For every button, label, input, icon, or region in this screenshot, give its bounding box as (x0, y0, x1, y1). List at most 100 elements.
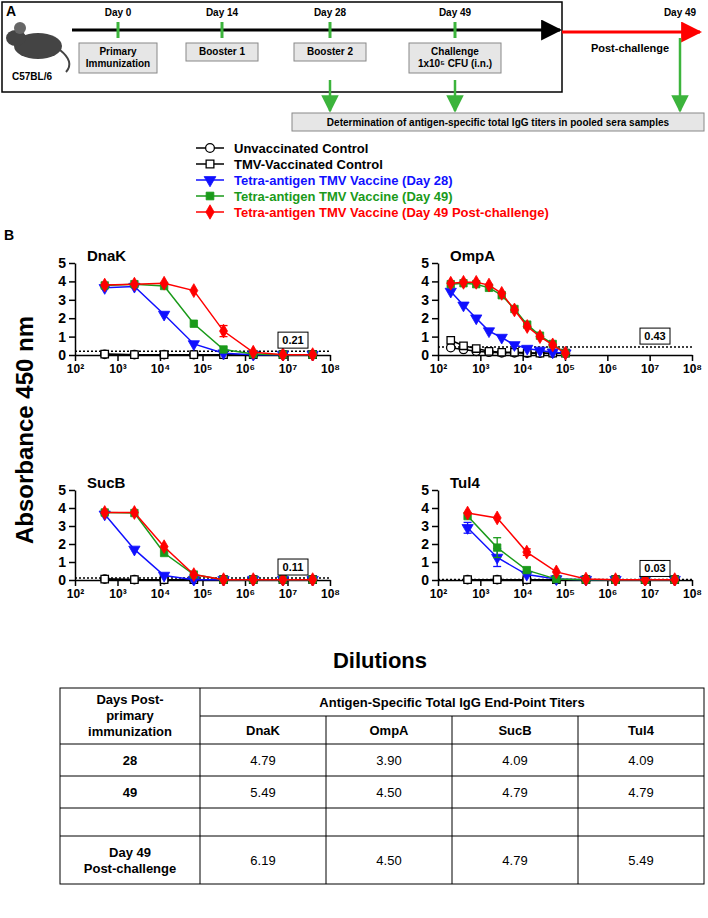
event-label: Challenge (431, 46, 479, 57)
data-point (101, 506, 109, 520)
chart-title: DnaK (87, 247, 126, 264)
series-line (105, 283, 313, 354)
y-tick: 3 (58, 292, 75, 308)
data-point (447, 276, 455, 290)
tick-label: 10⁶ (598, 362, 617, 376)
figure: AC57BL/6Day 0PrimaryImmunizationDay 14Bo… (0, 0, 708, 918)
tick-label: 4 (58, 273, 66, 289)
table-cell: 4.79 (502, 785, 527, 800)
data-point (523, 320, 531, 334)
table-rule (60, 776, 704, 777)
day-label: Day 49 (664, 7, 697, 18)
tick-mark (432, 526, 438, 528)
data-point (101, 278, 109, 292)
data-point (249, 573, 257, 586)
data-point (493, 544, 500, 551)
chart: 10²10³10⁴10⁵10⁶10⁷10⁸012345OmpA0.43 (421, 247, 702, 376)
y-tick: 0 (421, 572, 438, 588)
cutoff-box (278, 559, 308, 575)
tick-label: 10⁵ (194, 362, 213, 376)
tick-label: 0 (58, 347, 66, 363)
series (101, 509, 316, 584)
tick-label: 10² (67, 362, 84, 376)
tick-mark (69, 300, 75, 302)
data-point (130, 575, 138, 583)
y-axis: 012345 (421, 255, 438, 363)
table-cell: 4.79 (628, 785, 653, 800)
data-point (190, 351, 197, 358)
y-tick: 1 (58, 329, 75, 345)
mouse-icon (6, 22, 69, 72)
data-point (523, 545, 531, 559)
tick-label: 3 (421, 518, 429, 534)
data-point (472, 275, 480, 289)
y-tick: 0 (58, 572, 75, 588)
data-point (462, 525, 473, 535)
x-tick: 10² (430, 580, 447, 601)
data-point (130, 277, 138, 291)
data-point (220, 573, 228, 586)
data-point (160, 350, 168, 358)
y-tick: 1 (421, 329, 438, 345)
data-point (160, 276, 168, 290)
series (447, 275, 570, 360)
tick-mark (69, 336, 75, 338)
axis-line (75, 491, 77, 581)
legend-item: Tetra-antigen TMV Vaccine (Day 49 Post-c… (196, 205, 549, 220)
row-label: 28 (123, 753, 137, 768)
table-cell: 5.49 (628, 853, 653, 868)
legend-marker (206, 205, 214, 219)
tick-label: 10⁸ (321, 587, 340, 601)
axis-line (438, 264, 440, 356)
x-tick: 10⁴ (514, 355, 533, 376)
event-box (294, 43, 366, 61)
legend-marker (206, 160, 214, 168)
data-point (509, 342, 520, 352)
table-cell: 4.09 (502, 753, 527, 768)
data-point (309, 348, 317, 361)
y-tick: 4 (421, 273, 438, 289)
tick-label: 10⁷ (641, 587, 659, 601)
data-point (534, 347, 545, 357)
y-tick: 2 (421, 536, 438, 552)
tick-mark (607, 580, 609, 586)
table-header: SucB (498, 723, 531, 738)
tick-label: 2 (421, 536, 429, 552)
timeline-arrow (72, 29, 560, 32)
data-point (464, 576, 471, 583)
x-tick: 10² (67, 355, 84, 376)
table: Days Post-primaryimmunizationAntigen-Spe… (60, 688, 704, 884)
y-tick: 3 (421, 518, 438, 534)
x-tick: 10⁸ (321, 580, 340, 601)
series (99, 511, 318, 586)
plot-area (75, 276, 330, 361)
event-label: Immunization (86, 58, 150, 69)
axis-line (438, 491, 440, 581)
chart: 10²10³10⁴10⁵10⁶10⁷10⁸012345Tul40.03 (421, 474, 702, 601)
tick-mark (117, 355, 119, 361)
data-point (460, 275, 468, 289)
y-tick: 4 (58, 273, 75, 289)
series (447, 280, 569, 357)
data-point (523, 566, 530, 573)
cutoff-label: 0.03 (644, 562, 665, 574)
series-line (105, 513, 313, 580)
table-cell: 4.50 (376, 785, 401, 800)
day-tick (454, 22, 457, 38)
tick-label: 4 (421, 500, 429, 516)
legend: Unvaccinated ControlTMV-Vaccinated Contr… (196, 141, 549, 220)
tick-label: 10⁷ (279, 587, 297, 601)
tick-mark (692, 580, 694, 586)
tick-mark (69, 281, 75, 283)
data-point (188, 341, 199, 351)
table-cell: 4.50 (376, 853, 401, 868)
tick-label: 10² (67, 587, 84, 601)
chart-title: OmpA (450, 247, 495, 264)
data-point (485, 348, 492, 355)
cutoff-line (75, 350, 330, 352)
data-point (458, 302, 469, 312)
tick-mark (432, 318, 438, 320)
data-point (493, 511, 501, 525)
tick-label: 3 (58, 518, 66, 534)
tick-label: 10⁴ (514, 362, 533, 376)
